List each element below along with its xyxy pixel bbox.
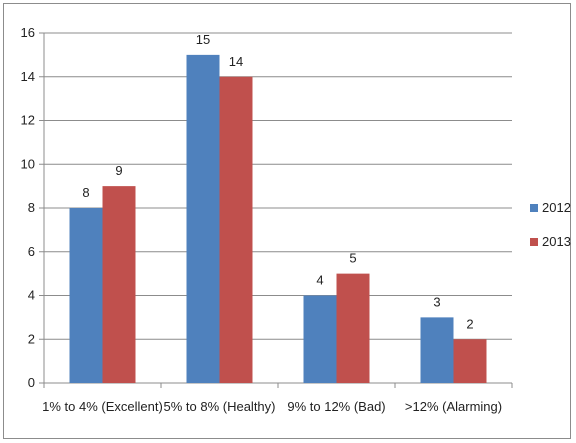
bar-2012-3: [303, 295, 337, 383]
x-tick-label: 5% to 8% (Healthy): [164, 399, 276, 414]
data-label: 4: [316, 273, 323, 288]
data-label: 14: [229, 54, 243, 69]
bar-2013-1: [102, 186, 136, 383]
y-tick-label: 12: [21, 113, 35, 128]
data-labels: 8 9 15 14 4 5 3 2: [82, 32, 473, 331]
data-label: 8: [82, 185, 89, 200]
x-tick-label: 1% to 4% (Excellent): [42, 399, 163, 414]
y-tick-label: 0: [28, 375, 35, 390]
data-label: 5: [349, 251, 356, 266]
bar-2012-4: [420, 317, 454, 383]
y-tick-label: 6: [28, 244, 35, 259]
bar-2013-4: [453, 339, 487, 383]
bar-2013-2: [219, 76, 253, 383]
y-tick-label: 4: [28, 288, 35, 303]
legend-label: 2012: [542, 200, 571, 215]
data-label: 9: [115, 163, 122, 178]
bars: [69, 54, 487, 383]
y-tick-label: 10: [21, 156, 35, 171]
y-tick-label: 2: [28, 331, 35, 346]
legend: 2012 2013: [530, 200, 571, 249]
bar-2012-2: [186, 54, 220, 383]
bar-2013-3: [336, 273, 370, 383]
legend-swatch-2013: [530, 238, 538, 246]
tick-labels: 0 2 4 6 8 10 12 14 16 1% to 4% (Excellent) 5% to 8…: [21, 25, 503, 414]
x-tick-label: >12% (Alarming): [405, 399, 502, 414]
y-tick-label: 14: [21, 69, 35, 84]
y-tick-label: 16: [21, 25, 35, 40]
data-label: 15: [196, 32, 210, 47]
data-label: 2: [466, 316, 473, 331]
data-label: 3: [433, 294, 440, 309]
x-tick-label: 9% to 12% (Bad): [287, 399, 385, 414]
legend-swatch-2012: [530, 204, 538, 212]
y-tick-label: 8: [28, 200, 35, 215]
legend-label: 2013: [542, 234, 571, 249]
bar-2012-1: [69, 208, 103, 383]
